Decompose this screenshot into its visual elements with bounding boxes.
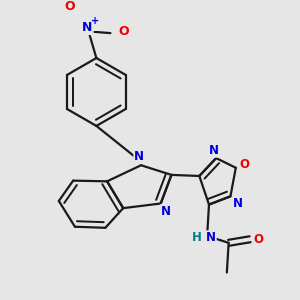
- Text: N: N: [134, 150, 144, 163]
- Text: N: N: [209, 144, 219, 157]
- Text: N: N: [206, 231, 216, 244]
- Text: +: +: [91, 16, 99, 26]
- Text: H: H: [192, 231, 202, 244]
- Text: N: N: [161, 205, 171, 218]
- Text: O: O: [118, 25, 128, 38]
- Text: N: N: [232, 197, 243, 210]
- Text: N: N: [82, 21, 93, 34]
- Text: O: O: [240, 158, 250, 171]
- Text: O: O: [64, 0, 75, 13]
- Text: O: O: [253, 233, 263, 246]
